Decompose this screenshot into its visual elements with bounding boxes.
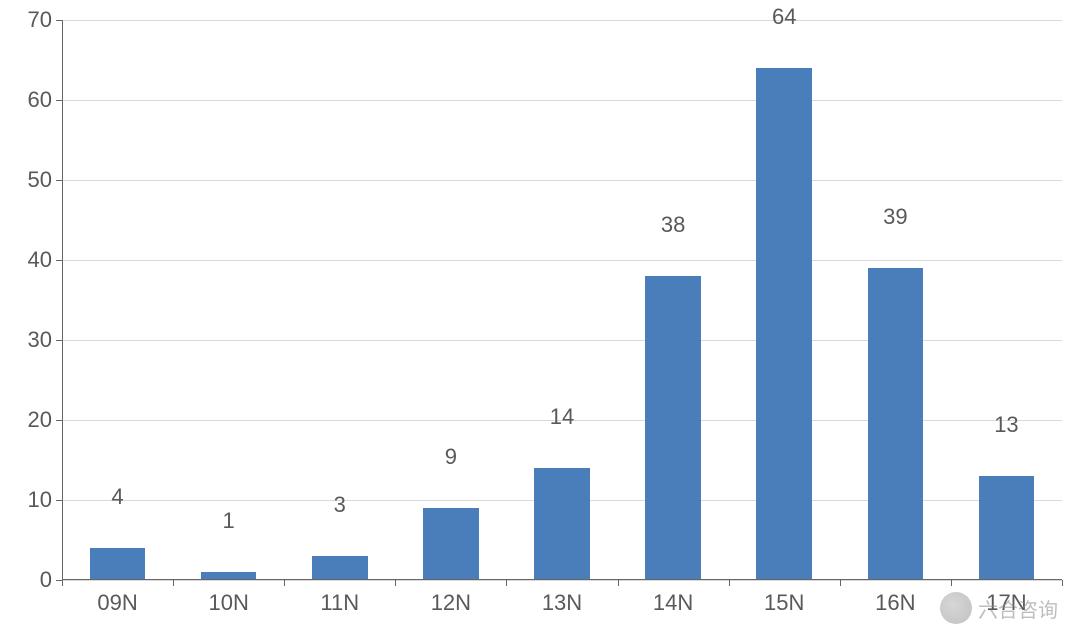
bar bbox=[423, 508, 479, 580]
x-tick-label: 12N bbox=[431, 580, 471, 616]
bar-value-label: 9 bbox=[445, 444, 457, 476]
grid-line bbox=[62, 260, 1062, 261]
x-tick bbox=[840, 580, 841, 586]
x-tick bbox=[729, 580, 730, 586]
bar-value-label: 38 bbox=[661, 212, 685, 244]
y-tick-label: 60 bbox=[28, 87, 62, 113]
bar bbox=[90, 548, 146, 580]
y-tick-label: 0 bbox=[40, 567, 62, 593]
bar bbox=[534, 468, 590, 580]
bar bbox=[312, 556, 368, 580]
watermark-text: 六合咨询 bbox=[978, 594, 1058, 623]
x-tick-label: 15N bbox=[764, 580, 804, 616]
x-tick bbox=[395, 580, 396, 586]
bar-value-label: 64 bbox=[772, 4, 796, 36]
x-tick bbox=[1062, 580, 1063, 586]
y-axis bbox=[62, 20, 63, 580]
grid-line bbox=[62, 20, 1062, 21]
y-tick-label: 10 bbox=[28, 487, 62, 513]
bar-value-label: 1 bbox=[223, 508, 235, 540]
bar-value-label: 3 bbox=[334, 492, 346, 524]
bar-value-label: 14 bbox=[550, 404, 574, 436]
grid-line bbox=[62, 180, 1062, 181]
x-tick-label: 16N bbox=[875, 580, 915, 616]
x-tick-label: 13N bbox=[542, 580, 582, 616]
x-tick-label: 11N bbox=[320, 580, 359, 616]
bar bbox=[645, 276, 701, 580]
grid-line bbox=[62, 100, 1062, 101]
x-tick-label: 14N bbox=[653, 580, 693, 616]
bar-value-label: 39 bbox=[883, 204, 907, 236]
x-tick bbox=[618, 580, 619, 586]
x-tick-label: 09N bbox=[97, 580, 137, 616]
y-tick-label: 20 bbox=[28, 407, 62, 433]
x-tick bbox=[173, 580, 174, 586]
x-tick bbox=[284, 580, 285, 586]
bar-value-label: 13 bbox=[994, 412, 1018, 444]
y-tick-label: 50 bbox=[28, 167, 62, 193]
x-tick bbox=[506, 580, 507, 586]
watermark: 六合咨询 bbox=[940, 592, 1058, 624]
x-axis bbox=[62, 579, 1062, 580]
x-tick bbox=[951, 580, 952, 586]
bar bbox=[756, 68, 812, 580]
plot-area: 010203040506070409N110N311N912N1413N3814… bbox=[62, 20, 1062, 580]
x-tick bbox=[62, 580, 63, 586]
bar-value-label: 4 bbox=[111, 484, 123, 516]
bar bbox=[868, 268, 924, 580]
chart-container: 0 10 20 30 40 50 60 70 4 09N 1 10N 3 11N 9 12N 14 13N 38 14… bbox=[0, 0, 1080, 638]
x-tick-label: 10N bbox=[208, 580, 248, 616]
bar bbox=[979, 476, 1035, 580]
y-tick-label: 40 bbox=[28, 247, 62, 273]
y-tick-label: 30 bbox=[28, 327, 62, 353]
wechat-icon bbox=[940, 592, 972, 624]
y-tick-label: 70 bbox=[28, 7, 62, 33]
